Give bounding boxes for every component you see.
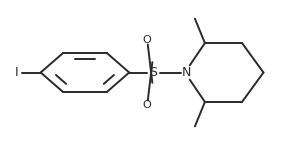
Text: O: O <box>142 100 151 110</box>
Text: I: I <box>15 66 18 79</box>
Text: S: S <box>150 66 158 79</box>
Text: O: O <box>142 35 151 45</box>
Text: N: N <box>182 66 191 79</box>
